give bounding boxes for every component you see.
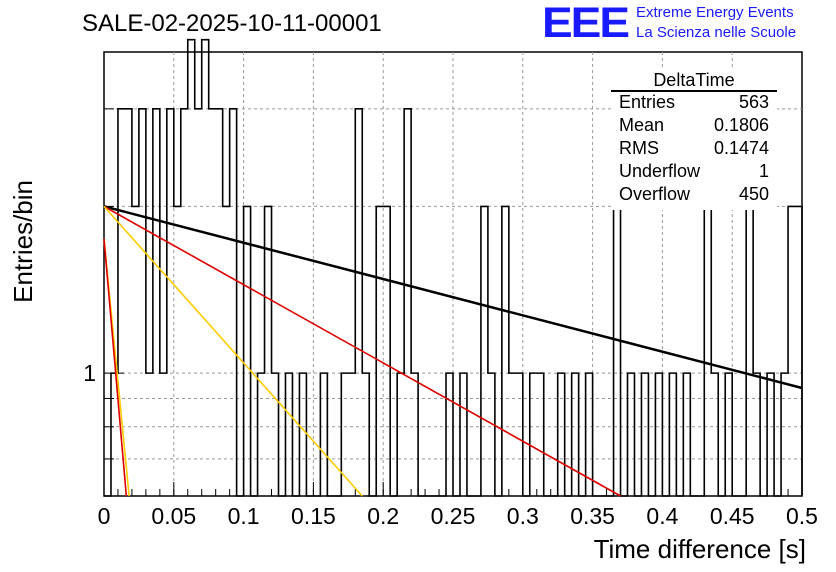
stats-value: 450 <box>738 184 769 204</box>
stats-divider <box>611 90 777 92</box>
stats-row-mean: Mean 0.1806 <box>619 115 769 137</box>
stats-row-rms: RMS 0.1474 <box>619 138 769 160</box>
y-tick-labels: 1 <box>83 360 96 386</box>
stats-label: Mean <box>619 115 665 135</box>
stats-value: 0.1806 <box>713 115 769 135</box>
x-tick-label: 0.25 <box>431 503 476 529</box>
y-tick-label: 1 <box>83 360 96 386</box>
stats-value: 0.1474 <box>713 138 769 158</box>
yellow-fit <box>103 205 363 497</box>
stats-row-entries: Entries 563 <box>619 92 769 114</box>
stats-box: DeltaTime Entries 563 Mean 0.1806 RMS 0.… <box>611 70 777 210</box>
x-tick-labels: 0 0.05 0.1 0.15 0.2 0.25 0.3 0.35 0.4 0.45 0.5 <box>98 503 818 529</box>
x-tick-label: 0.05 <box>151 503 196 529</box>
y-axis-label: Entries/bin <box>8 57 39 303</box>
steep-red-fit <box>103 238 128 497</box>
stats-title: DeltaTime <box>653 70 735 90</box>
x-tick-label: 0.4 <box>646 503 678 529</box>
chart-title: SALE-02-2025-10-11-00001 <box>82 10 382 37</box>
x-tick-label: 0 <box>98 503 111 529</box>
x-tick-label: 0.45 <box>710 503 755 529</box>
stats-row-overflow: Overflow 450 <box>619 184 769 206</box>
y-axis-label-text: Entries/bin <box>8 180 38 303</box>
logo-line-2: La Scienza nelle Scuole <box>636 24 797 41</box>
logo-line-1: Extreme Energy Events <box>636 4 794 21</box>
histogram <box>104 38 803 497</box>
red-fit <box>103 205 621 497</box>
x-axis-label: Time difference [s] <box>593 534 806 564</box>
x-tick-label: 0.3 <box>507 503 539 529</box>
x-tick-label: 0.5 <box>786 503 818 529</box>
stats-label: RMS <box>619 138 659 158</box>
x-tick-label: 0.2 <box>367 503 399 529</box>
stats-label: Underflow <box>619 161 701 181</box>
stats-value: 563 <box>738 92 769 112</box>
x-tick-label: 0.15 <box>291 503 336 529</box>
stats-label: Entries <box>619 92 676 112</box>
black-fit <box>103 205 803 390</box>
eee-logo: EEE <box>542 0 630 47</box>
x-tick-label: 0.35 <box>570 503 615 529</box>
stats-value: 1 <box>758 161 769 181</box>
fit-curves <box>103 205 803 497</box>
x-tick-label: 0.1 <box>228 503 260 529</box>
stats-label: Overflow <box>619 184 691 204</box>
stats-row-underflow: Underflow 1 <box>619 161 769 183</box>
histogram-line <box>104 38 803 497</box>
